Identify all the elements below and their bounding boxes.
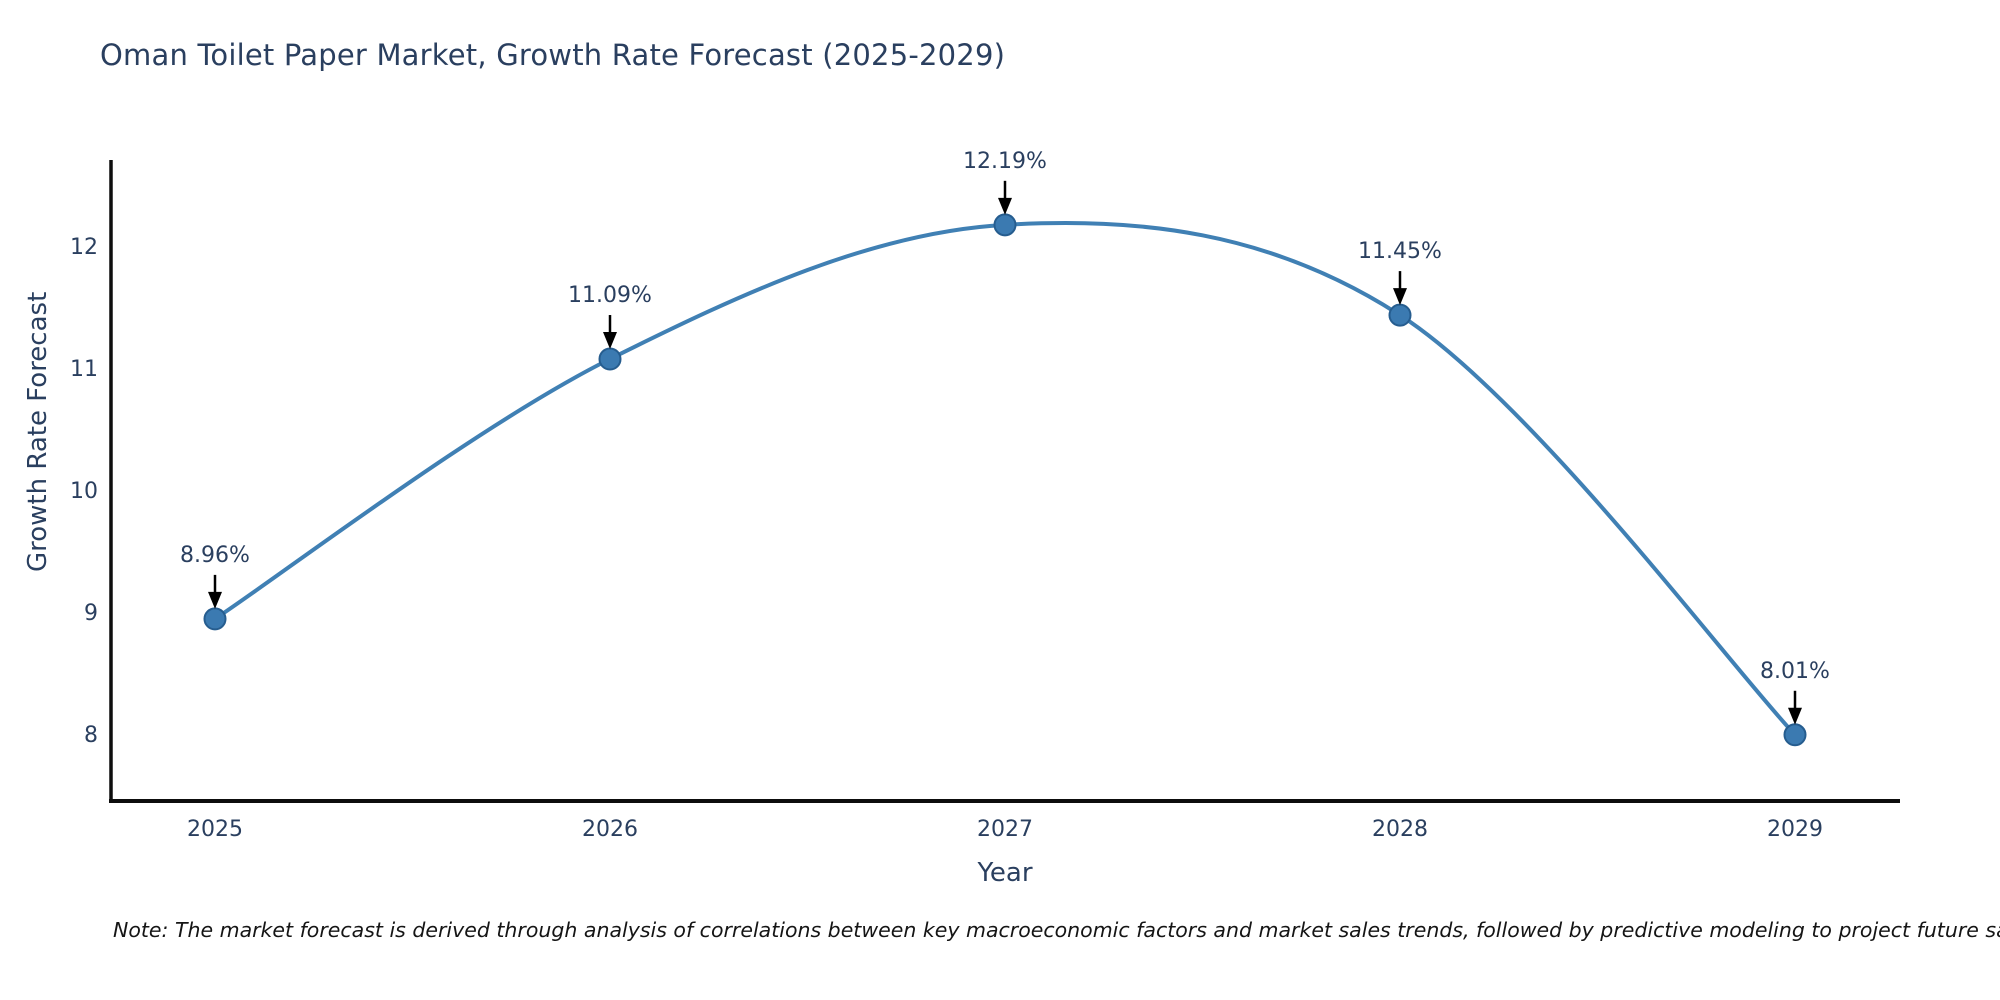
data-point-label: 11.09% [568, 283, 652, 309]
y-tick-label: 11 [70, 357, 98, 382]
annotation-arrow-head [1788, 707, 1802, 725]
data-point-label: 8.01% [1760, 658, 1830, 684]
x-tick-label: 2029 [1767, 817, 1823, 842]
annotation-arrow-head [208, 591, 222, 609]
x-tick-label: 2025 [187, 817, 243, 842]
annotation-arrow-head [603, 332, 617, 350]
x-axis-title: Year [977, 858, 1033, 888]
data-point-marker [1783, 723, 1807, 747]
x-tick-label: 2026 [582, 817, 638, 842]
data-point-marker [993, 213, 1017, 237]
data-point-label: 8.96% [180, 542, 250, 568]
x-tick-label: 2027 [977, 817, 1033, 842]
footnote: Note: The market forecast is derived thr… [113, 918, 2000, 942]
chart-title: Oman Toilet Paper Market, Growth Rate Fo… [100, 38, 1006, 72]
x-tick-label: 2028 [1372, 817, 1428, 842]
y-tick-label: 8 [84, 723, 98, 748]
annotation-arrow-head [1393, 288, 1407, 306]
data-point-label: 11.45% [1358, 239, 1442, 265]
data-point-label: 12.19% [963, 148, 1047, 174]
annotation-arrow-head [998, 197, 1012, 215]
y-tick-label: 10 [70, 479, 98, 504]
series-line [213, 221, 1797, 737]
data-point-marker [203, 607, 227, 631]
data-point-marker [1388, 303, 1412, 327]
y-tick-label: 12 [70, 235, 98, 260]
y-tick-label: 9 [84, 601, 98, 626]
data-point-marker [598, 347, 622, 371]
